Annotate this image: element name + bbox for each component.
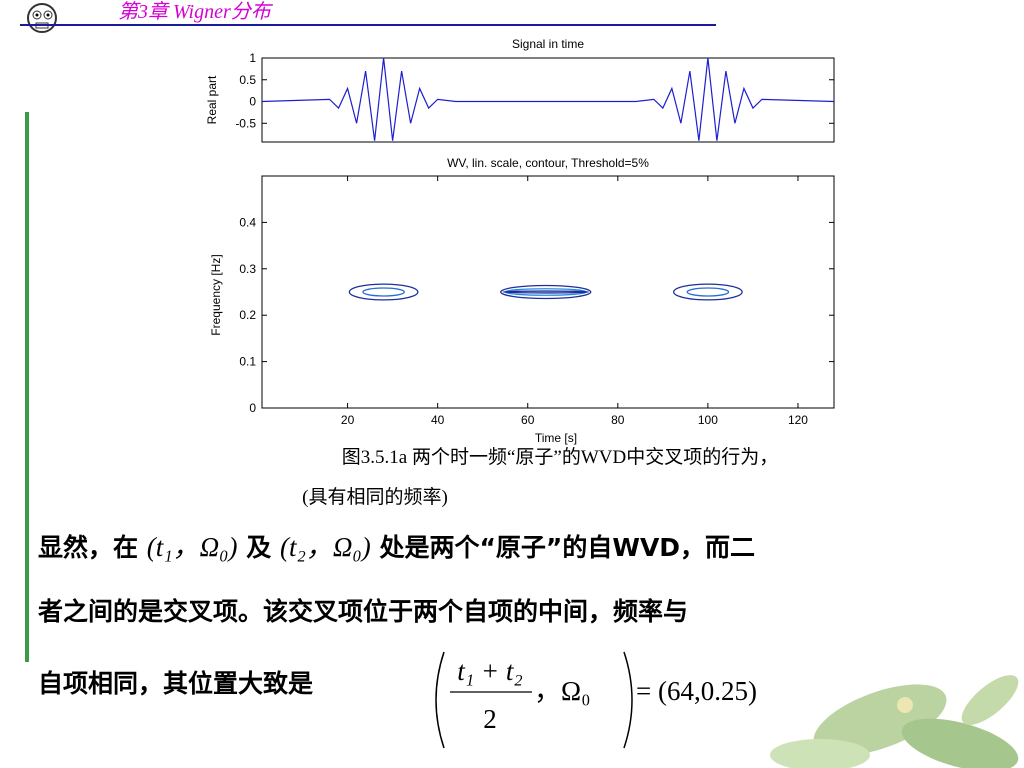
chart-title: WV, lin. scale, contour, Threshold=5% <box>447 156 649 170</box>
text: 处是两个“原子”的自WVD，而二 <box>379 533 756 562</box>
signal-line <box>261 57 835 141</box>
caption: 图3.5.1a 两个时一频“原子”的WVD中交叉项的行为， <box>342 446 778 468</box>
y-tick-label: 0.1 <box>239 355 256 369</box>
paragraph-line: 自项相同，其位置大致是 <box>38 669 313 698</box>
caption: (具有相同的频率) <box>302 486 448 508</box>
contour <box>348 283 419 301</box>
decor-leaves <box>770 675 1019 768</box>
y-tick-label: 0.2 <box>239 308 256 322</box>
x-tick-label: 40 <box>431 413 445 427</box>
plot-area <box>261 175 835 409</box>
contour <box>502 290 590 294</box>
contour <box>362 287 405 297</box>
math: (t₂，Ω₀) <box>280 532 371 562</box>
y-tick-label: 0.4 <box>239 215 256 229</box>
contour <box>673 283 743 301</box>
text: 及 <box>246 533 271 562</box>
x-tick-label: 120 <box>788 413 808 427</box>
y-tick-label: 0.5 <box>239 73 256 87</box>
plot-area <box>261 57 835 143</box>
decor-face <box>27 3 57 33</box>
y-tick-label: -0.5 <box>235 116 256 130</box>
chart-title: Signal in time <box>512 37 584 51</box>
contour <box>686 287 730 297</box>
y-axis-label: Real part <box>205 75 219 124</box>
numerator: t₁ + t₂ <box>457 656 523 686</box>
header-title: 第3章 Wigner分布 <box>118 0 274 23</box>
math: = (64,0.25) <box>636 676 757 706</box>
x-tick-label: 100 <box>698 413 718 427</box>
x-tick-label: 20 <box>341 413 355 427</box>
denominator: 2 <box>483 704 497 734</box>
y-tick-label: 0.3 <box>239 262 256 276</box>
x-axis-label: Time [s] <box>535 431 577 445</box>
y-tick-label: 1 <box>249 51 256 65</box>
x-tick-label: 60 <box>521 413 535 427</box>
contour <box>500 284 592 300</box>
y-tick-label: 0 <box>249 95 256 109</box>
contour <box>504 288 587 296</box>
y-axis-label: Frequency [Hz] <box>209 254 223 335</box>
y-tick-label: 0 <box>249 401 256 415</box>
formula: t₁ + t₂ 2 ，Ω₀ = (64,0.25) <box>435 651 757 749</box>
paragraph-line: 显然，在 (t₁，Ω₀) 及 (t₂，Ω₀) 处是两个“原子”的自WVD，而二 <box>38 532 755 562</box>
x-tick-label: 80 <box>611 413 625 427</box>
math: ，Ω₀ <box>534 676 590 706</box>
text: 显然，在 <box>38 533 138 562</box>
paragraph-line: 者之间的是交叉项。该交叉项位于两个自项的中间，频率与 <box>38 597 688 626</box>
math: (t₁，Ω₀) <box>147 532 238 562</box>
